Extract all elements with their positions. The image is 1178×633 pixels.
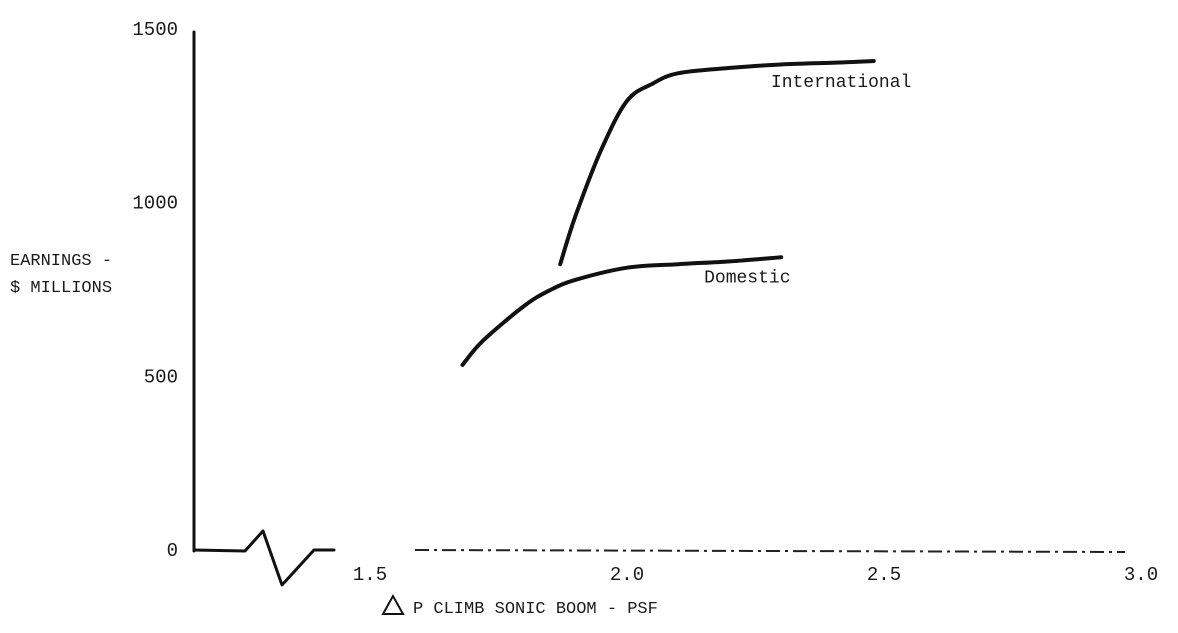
y-tick-labels: 0 500 1000 1500	[132, 19, 178, 562]
x-axis-title: P CLIMB SONIC BOOM - PSF	[413, 600, 658, 619]
series-line-international	[558, 59, 876, 267]
x-tick-label: 3.0	[1124, 564, 1158, 586]
y-tick-label: 500	[144, 366, 178, 388]
y-axis-title-line-1: EARNINGS -	[10, 252, 112, 271]
delta-icon	[381, 593, 405, 615]
x-tick-label: 1.5	[353, 564, 387, 586]
y-tick-label: 0	[167, 540, 178, 562]
x-tick-label: 2.5	[867, 564, 901, 586]
series-label-international: International	[771, 73, 911, 93]
series-labels: International Domestic	[704, 73, 911, 289]
series-line-domestic	[460, 255, 784, 367]
x-axis-break	[192, 529, 336, 587]
x-axis-line	[414, 549, 1126, 553]
x-axis	[192, 529, 1126, 587]
y-tick-label: 1000	[132, 193, 178, 215]
y-axis-title-line-2: $ MILLIONS	[10, 279, 112, 298]
y-tick-label: 1500	[132, 19, 178, 41]
series	[460, 59, 876, 367]
x-tick-labels: 1.5 2.0 2.5 3.0	[353, 564, 1158, 586]
x-tick-label: 2.0	[610, 564, 644, 586]
series-label-domestic: Domestic	[704, 269, 790, 289]
